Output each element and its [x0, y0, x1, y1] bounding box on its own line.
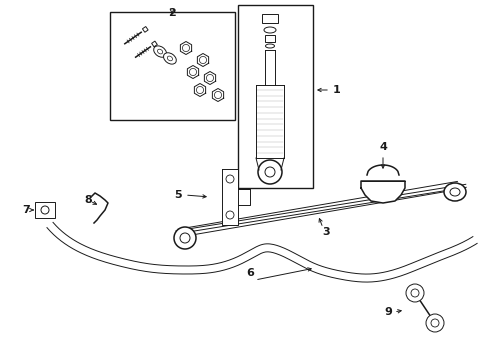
Text: 6: 6 [246, 268, 254, 278]
Polygon shape [361, 181, 405, 203]
Polygon shape [222, 169, 250, 225]
Circle shape [426, 314, 444, 332]
Circle shape [406, 284, 424, 302]
Text: 7: 7 [22, 205, 30, 215]
Ellipse shape [264, 27, 276, 33]
Polygon shape [204, 72, 216, 85]
Text: 1: 1 [333, 85, 341, 95]
Bar [35, 202, 55, 218]
Circle shape [215, 91, 221, 99]
Ellipse shape [164, 53, 176, 64]
Text: 4: 4 [379, 142, 387, 152]
Ellipse shape [266, 44, 274, 48]
Ellipse shape [167, 56, 172, 61]
Circle shape [41, 206, 49, 214]
Ellipse shape [450, 188, 460, 196]
Polygon shape [187, 66, 198, 78]
Text: 8: 8 [84, 195, 92, 205]
Circle shape [258, 160, 282, 184]
Circle shape [174, 227, 196, 249]
Polygon shape [195, 84, 206, 96]
Bar [110, 12, 235, 120]
Polygon shape [212, 89, 223, 102]
Ellipse shape [444, 183, 466, 201]
Text: 5: 5 [174, 190, 182, 200]
Circle shape [182, 44, 190, 51]
Bar [262, 14, 278, 23]
Text: 3: 3 [322, 227, 330, 237]
Polygon shape [143, 27, 148, 32]
Text: 2: 2 [168, 8, 176, 18]
Circle shape [196, 86, 203, 94]
Circle shape [411, 289, 419, 297]
Circle shape [206, 75, 214, 82]
Circle shape [199, 57, 207, 64]
Polygon shape [151, 41, 157, 47]
Circle shape [180, 233, 190, 243]
Circle shape [226, 211, 234, 219]
Polygon shape [180, 41, 192, 54]
Ellipse shape [157, 49, 163, 54]
Text: 9: 9 [384, 307, 392, 317]
Ellipse shape [154, 46, 167, 57]
Circle shape [226, 175, 234, 183]
Bar [265, 35, 275, 42]
Circle shape [431, 319, 439, 327]
Polygon shape [197, 54, 209, 67]
Circle shape [190, 68, 196, 76]
Bar [238, 5, 313, 188]
Circle shape [265, 167, 275, 177]
